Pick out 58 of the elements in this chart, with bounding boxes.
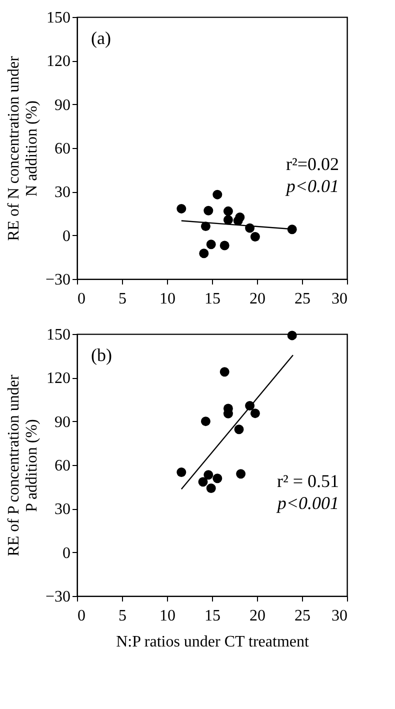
y-tick-label: −30 — [45, 588, 70, 606]
point — [212, 190, 222, 200]
x-tick-label: 30 — [332, 608, 348, 624]
x-tick-label: 20 — [250, 608, 266, 624]
y-tick-label: −30 — [45, 272, 70, 288]
x-tick-label: 25 — [294, 290, 310, 308]
x-tick-label: 0 — [78, 290, 86, 308]
x-tick-label: 15 — [204, 608, 220, 624]
annotation: p<0.01 — [284, 176, 339, 196]
point — [199, 248, 209, 258]
y-tick-label: 0 — [62, 228, 70, 245]
y-axis-title: RE of P concentration under P addition (%) — [5, 374, 40, 556]
point — [204, 470, 214, 480]
annotation: r²=0.02 — [286, 154, 339, 174]
point — [233, 216, 243, 226]
point — [220, 367, 230, 377]
y-tick-label: 60 — [54, 140, 70, 158]
point — [223, 206, 233, 216]
point — [200, 416, 210, 426]
annotation: p<0.001 — [275, 493, 339, 513]
y-tick-label: 150 — [46, 10, 70, 26]
y-tick-label: 60 — [54, 458, 70, 474]
y-tick-label: 150 — [46, 326, 70, 344]
annotation: (b) — [91, 345, 112, 365]
point — [176, 204, 186, 214]
point — [223, 215, 233, 225]
point — [176, 468, 186, 478]
y-tick-label: 30 — [54, 501, 70, 518]
x-tick-label: 20 — [250, 290, 266, 308]
x-tick-label: 25 — [294, 608, 310, 624]
x-tick-label: 5 — [118, 290, 126, 308]
point — [250, 232, 260, 242]
x-tick-label: 5 — [118, 608, 126, 624]
point — [220, 240, 230, 250]
x-tick-label: 10 — [160, 290, 176, 308]
point — [212, 474, 222, 484]
y-tick-label: 90 — [54, 414, 70, 431]
x-tick-label: 10 — [160, 608, 176, 624]
x-tick-label: 0 — [78, 608, 86, 624]
x-tick-label: 30 — [332, 290, 348, 308]
point — [250, 408, 260, 418]
y-tick-label: 0 — [62, 544, 70, 562]
point — [206, 484, 216, 494]
point — [236, 469, 246, 479]
x-tick-label: 15 — [204, 290, 220, 308]
y-tick-label: 30 — [54, 184, 70, 202]
x-axis-title: N:P ratios under CT treatment — [116, 634, 310, 650]
point — [198, 477, 208, 487]
y-tick-label: 120 — [46, 370, 70, 388]
y-axis-title: RE of N concentration under N addition (%) — [5, 55, 40, 241]
point — [206, 240, 216, 250]
annotation: (a) — [91, 28, 111, 48]
y-tick-label: 120 — [46, 53, 70, 70]
y-tick-label: 90 — [54, 96, 70, 114]
point — [204, 206, 214, 216]
annotation: r² = 0.51 — [276, 471, 339, 491]
point — [234, 424, 244, 434]
point — [287, 330, 297, 340]
